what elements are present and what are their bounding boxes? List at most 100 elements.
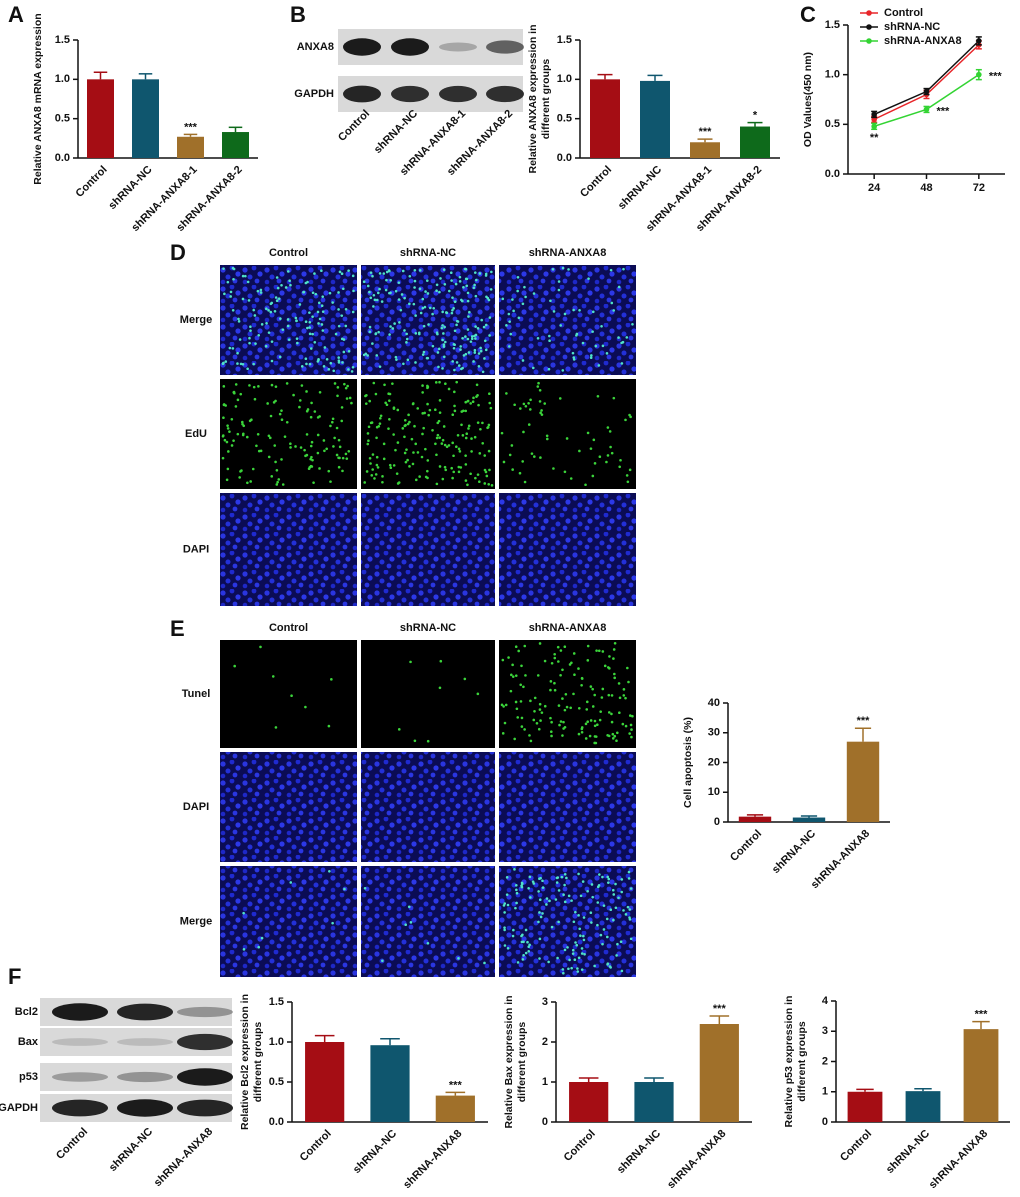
stained-cell <box>257 385 260 388</box>
stained-cell <box>474 325 477 328</box>
stained-cell <box>369 296 373 300</box>
stained-cell <box>310 401 313 405</box>
stained-cell <box>582 916 586 919</box>
stained-cell <box>317 358 320 362</box>
stained-cell <box>527 950 531 953</box>
stained-cell <box>483 961 486 965</box>
stained-cell <box>562 893 565 897</box>
stained-cell <box>480 318 483 322</box>
stained-cell <box>459 345 462 348</box>
stained-cell <box>373 298 377 302</box>
stained-cell <box>280 418 284 422</box>
stained-cell <box>296 341 299 345</box>
stained-cell <box>344 452 348 456</box>
stained-cell <box>298 303 302 306</box>
stained-cell <box>352 289 355 293</box>
stained-cell <box>527 887 530 890</box>
stained-cell <box>593 719 597 723</box>
stained-cell <box>310 440 314 444</box>
stained-cell <box>234 405 238 408</box>
stained-cell <box>571 948 575 952</box>
micrograph-column-label: shRNA-ANXA8 <box>529 247 607 259</box>
stained-cell <box>418 269 422 272</box>
stained-cell <box>323 449 326 453</box>
stained-cell <box>617 896 620 900</box>
stained-cell <box>555 876 559 880</box>
stained-cell <box>388 418 391 421</box>
stained-cell <box>629 887 633 890</box>
y-tick-label: 0 <box>714 816 720 828</box>
stained-cell <box>483 454 487 457</box>
stained-cell <box>335 453 339 457</box>
stained-cell <box>622 688 626 691</box>
bar <box>792 817 826 822</box>
stained-cell <box>516 716 520 719</box>
stained-cell <box>435 436 439 440</box>
stained-cell <box>484 323 488 327</box>
stained-cell <box>364 402 368 405</box>
stained-cell <box>619 940 623 944</box>
stained-cell <box>304 320 308 323</box>
stained-cell <box>474 294 478 298</box>
stained-cell <box>271 675 275 678</box>
stained-cell <box>316 451 320 455</box>
micrograph-column-label: shRNA-ANXA8 <box>529 622 607 634</box>
micrograph <box>361 493 495 606</box>
stained-cell <box>412 402 415 405</box>
stained-cell <box>375 298 379 302</box>
stained-cell <box>259 645 262 649</box>
stained-cell <box>599 710 602 713</box>
y-axis-label: Relative p53 expression in <box>783 996 795 1128</box>
stained-cell <box>483 482 487 485</box>
stained-cell <box>280 283 283 287</box>
stained-cell <box>402 362 405 366</box>
stained-cell <box>269 302 273 306</box>
stained-cell <box>537 381 540 385</box>
stained-cell <box>265 321 268 325</box>
stained-cell <box>574 941 577 944</box>
stained-cell <box>563 645 567 648</box>
stained-cell <box>435 331 439 335</box>
stained-cell <box>557 288 561 292</box>
y-tick-label: 1 <box>822 1086 828 1098</box>
stained-cell <box>330 678 333 681</box>
stained-cell <box>451 308 454 312</box>
stained-cell <box>238 476 241 479</box>
stained-cell <box>257 333 261 337</box>
stained-cell <box>438 399 442 402</box>
stained-cell <box>465 432 469 436</box>
stained-cell <box>314 292 318 296</box>
stained-cell <box>467 351 471 354</box>
stained-cell <box>266 402 269 405</box>
stained-cell <box>341 456 345 460</box>
stained-cell <box>309 444 313 448</box>
stained-cell <box>483 357 486 360</box>
stained-cell <box>511 934 515 938</box>
x-tick-label: shRNA-ANXA8 <box>401 1128 464 1191</box>
stained-cell <box>378 422 382 425</box>
stained-cell <box>372 305 375 308</box>
stained-cell <box>576 967 579 970</box>
stained-cell <box>313 272 316 275</box>
stained-cell <box>613 641 617 645</box>
bar <box>370 1045 410 1122</box>
stained-cell <box>628 413 631 417</box>
stained-cell <box>533 696 537 700</box>
stained-cell <box>531 880 535 883</box>
stained-cell <box>572 692 575 696</box>
stained-cell <box>223 438 227 442</box>
stained-cell <box>391 382 394 385</box>
stained-cell <box>465 284 469 288</box>
stained-cell <box>467 315 470 318</box>
stained-cell <box>416 451 420 454</box>
stained-cell <box>421 306 425 310</box>
stained-cell <box>587 277 590 280</box>
stained-cell <box>466 328 470 331</box>
stained-cell <box>441 338 444 342</box>
stained-cell <box>506 946 510 950</box>
stained-cell <box>453 329 457 333</box>
stained-cell <box>584 722 588 726</box>
stained-cell <box>540 711 544 714</box>
stained-cell <box>500 431 504 435</box>
